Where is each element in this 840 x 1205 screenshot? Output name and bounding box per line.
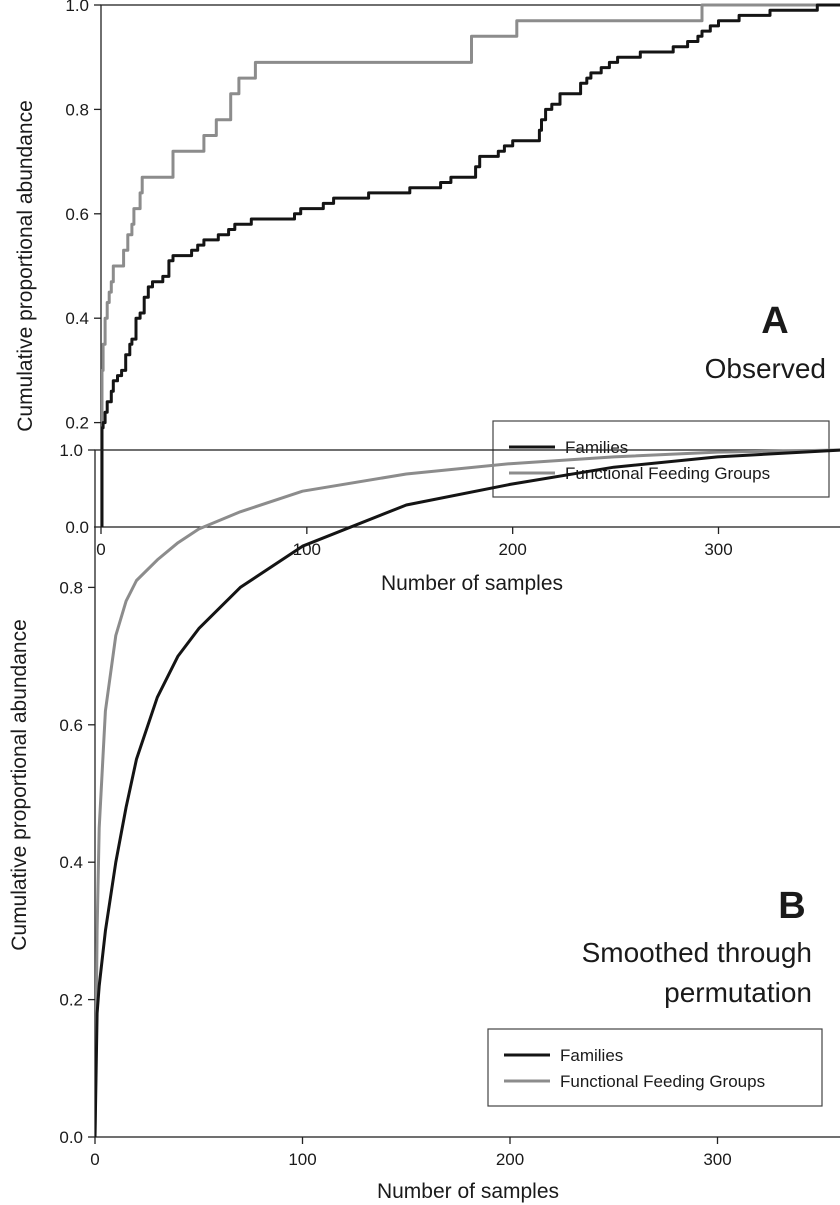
series-line-functional-feeding-groups <box>95 448 840 1137</box>
chart-panel-a: 0.0 0.2 0.4 0.6 0.8 1.0 0 100 200 300 Cumulative p… <box>14 0 840 595</box>
plot-frame <box>94 449 840 1138</box>
y-tick-label: 0.0 <box>59 1128 83 1147</box>
plot-frame <box>100 4 840 528</box>
y-tick-label: 0.0 <box>65 518 89 537</box>
panel-letter: B <box>778 885 805 927</box>
y-tick-label: 0.6 <box>65 205 89 224</box>
series-line-families <box>101 3 840 527</box>
y-tick-label: 0.4 <box>59 853 83 872</box>
legend-label: Families <box>560 1046 623 1065</box>
legend-box <box>492 420 830 498</box>
y-tick-label: 1.0 <box>59 441 83 460</box>
x-tick-label: 0 <box>90 1150 99 1169</box>
x-tick-label: 300 <box>704 540 732 559</box>
y-tick-label: 1.0 <box>65 0 89 15</box>
panel-letter: A <box>761 300 788 342</box>
y-axis-label: Cumulative proportional abundance <box>14 100 37 432</box>
x-tick-label: 100 <box>288 1150 316 1169</box>
panel-subtitle: permutation <box>664 977 812 1008</box>
y-tick-label: 0.6 <box>59 716 83 735</box>
x-tick-label: 200 <box>496 1150 524 1169</box>
y-tick-label: 0.2 <box>59 991 83 1010</box>
y-tick-label: 0.8 <box>65 100 89 119</box>
panel-subtitle: Smoothed through <box>582 937 812 968</box>
y-tick-label: 0.4 <box>65 309 89 328</box>
x-axis-label: Number of samples <box>377 1180 559 1203</box>
x-axis-label: Number of samples <box>381 572 563 595</box>
legend: Families Functional Feeding Groups <box>492 420 830 498</box>
legend: Families Functional Feeding Groups <box>487 1028 823 1107</box>
x-tick-label: 0 <box>96 540 105 559</box>
x-tick-label: 200 <box>498 540 526 559</box>
series-line-families <box>95 448 840 1137</box>
x-tick-label: 100 <box>293 540 321 559</box>
legend-label: Functional Feeding Groups <box>565 464 770 483</box>
legend-label: Families <box>565 438 628 457</box>
legend-box <box>487 1028 823 1107</box>
legend-label: Functional Feeding Groups <box>560 1072 765 1091</box>
chart-panel-b: 0.0 0.2 0.4 0.6 0.8 1.0 0 100 200 300 Cumulative p… <box>8 441 840 1203</box>
panel-subtitle: Observed <box>705 353 826 384</box>
x-tick-label: 300 <box>703 1150 731 1169</box>
series-line-functional-feeding-groups <box>101 3 840 527</box>
y-axis-label: Cumulative proportional abundance <box>8 619 31 951</box>
y-tick-label: 0.2 <box>65 414 89 433</box>
y-tick-label: 0.8 <box>59 578 83 597</box>
